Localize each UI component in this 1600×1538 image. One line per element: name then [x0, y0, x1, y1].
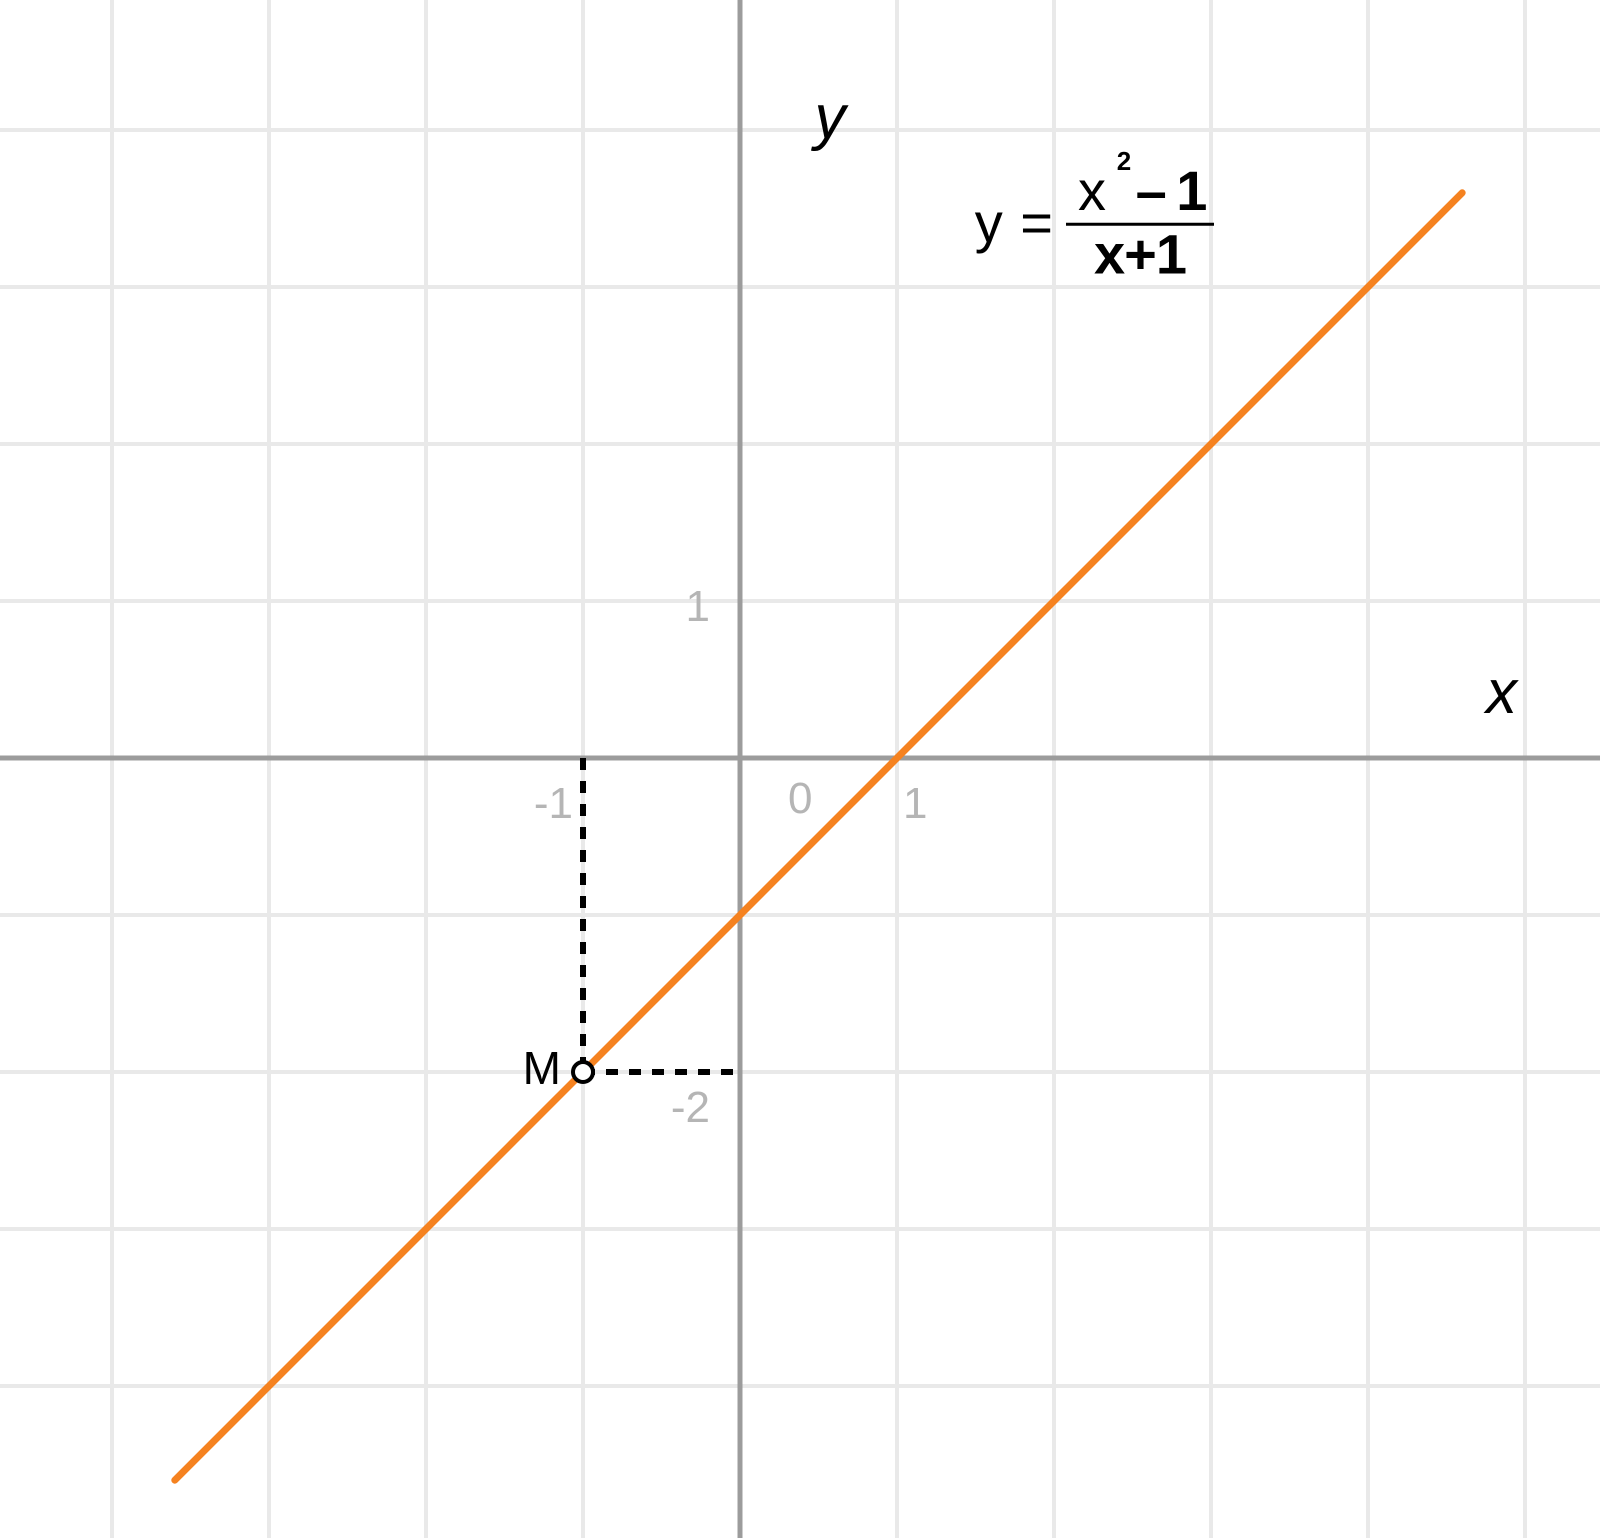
equation-numerator-x: x [1078, 159, 1106, 222]
equation-prefix: y = [975, 191, 1054, 254]
chart-container: yx0-111-2My = x2– 1x+1 [0, 0, 1600, 1538]
x-tick-label: 1 [903, 779, 927, 828]
equation-numerator-superscript: 2 [1117, 146, 1131, 176]
y-axis-label: y [811, 83, 850, 152]
function-plot: yx0-111-2My = x2– 1x+1 [0, 0, 1600, 1538]
chart-background [0, 0, 1600, 1538]
y-tick-label: -2 [671, 1083, 710, 1132]
origin-label: 0 [788, 774, 812, 823]
y-tick-label: 1 [686, 582, 710, 631]
hole-point [573, 1062, 593, 1082]
hole-point-label: M [523, 1042, 561, 1094]
equation-denominator: x+1 [1094, 222, 1186, 285]
x-axis-label: x [1483, 658, 1519, 727]
equation-numerator-rest: – 1 [1136, 159, 1207, 222]
x-tick-label: -1 [534, 779, 573, 828]
